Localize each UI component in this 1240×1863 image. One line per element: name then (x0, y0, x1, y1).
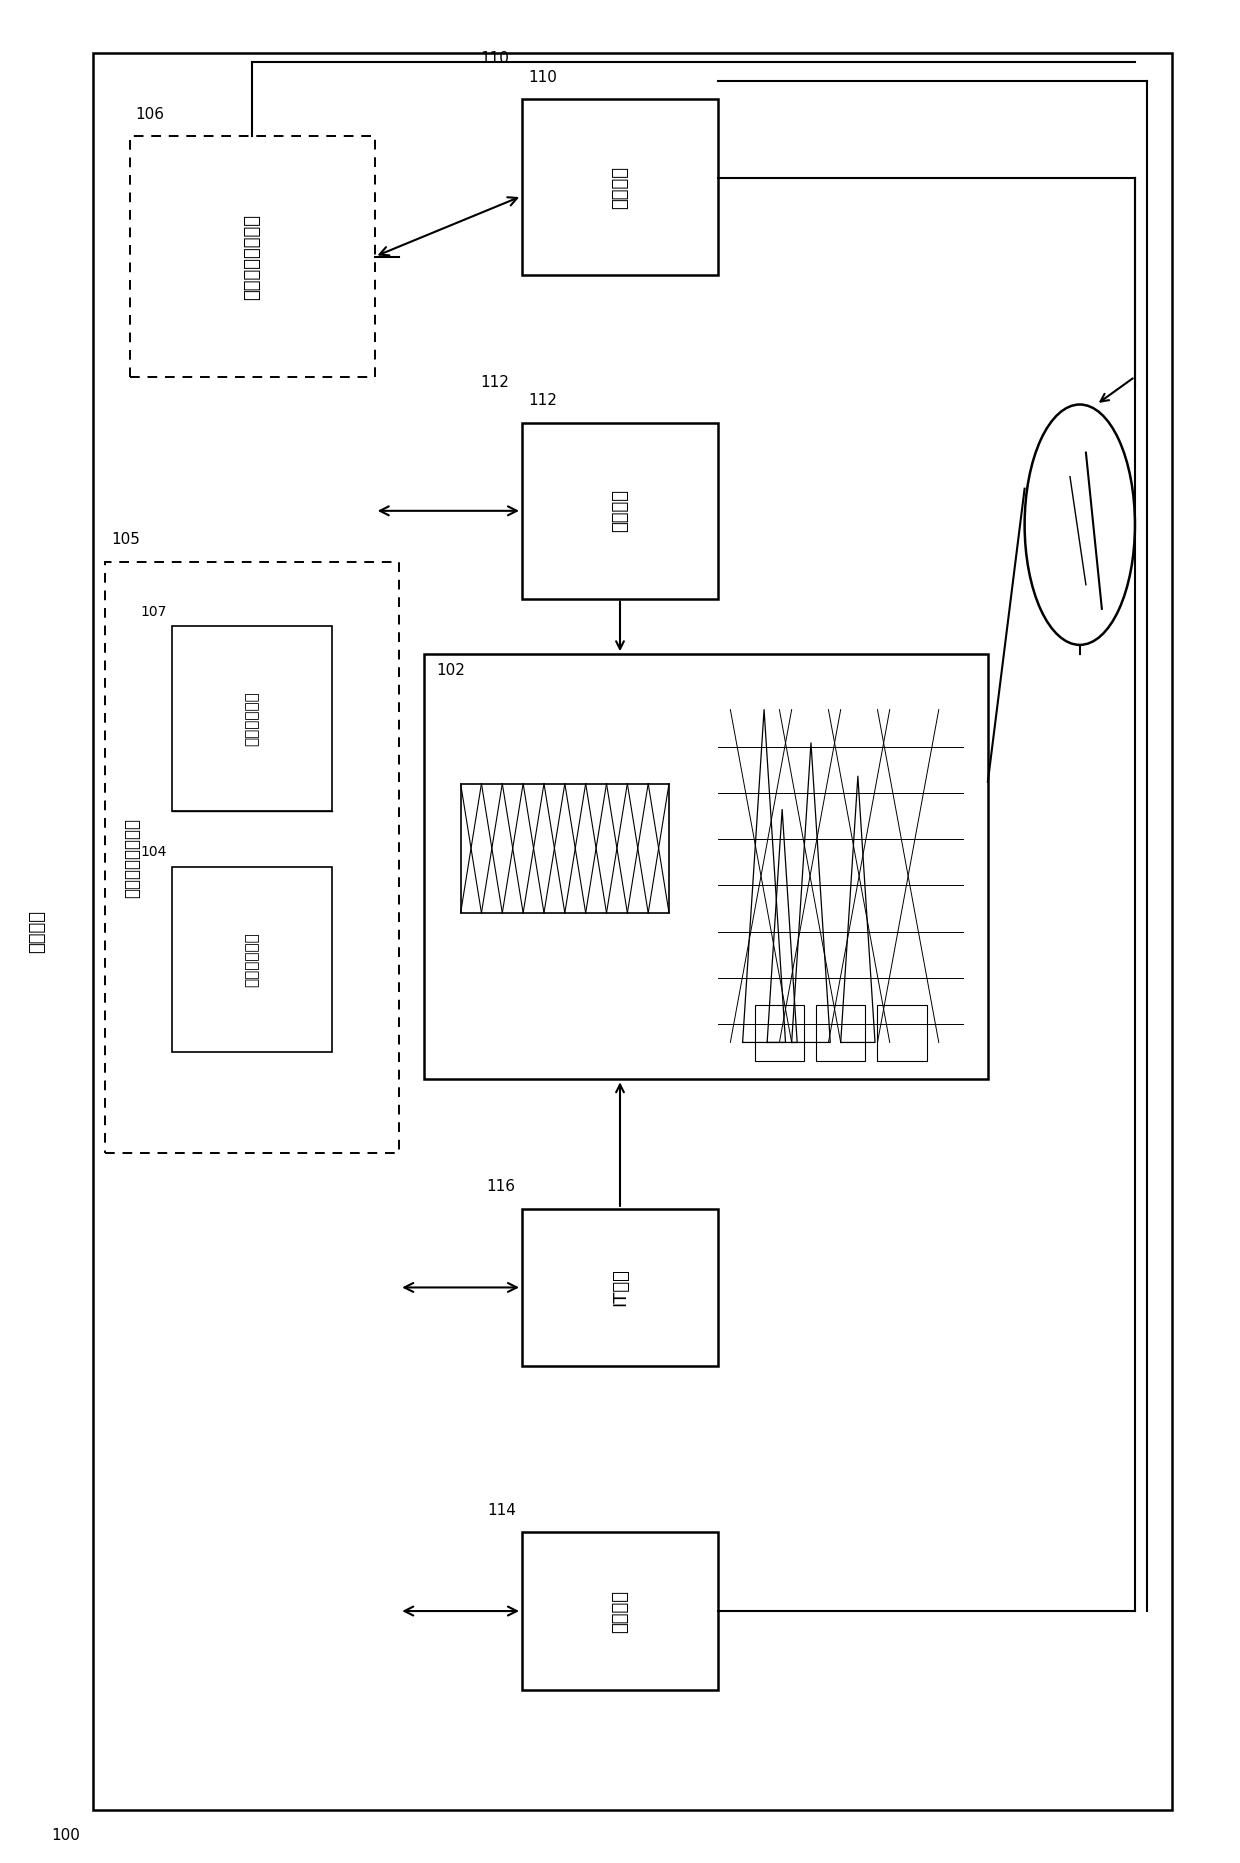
Text: 112: 112 (481, 374, 510, 389)
Text: 中央系统: 中央系统 (611, 1589, 629, 1632)
Bar (522, 99, 718, 276)
Text: 远程计算资源环境: 远程计算资源环境 (243, 214, 262, 300)
Text: 104: 104 (140, 846, 166, 859)
Text: 控制系统: 控制系统 (29, 909, 47, 954)
Bar (816, 1006, 866, 1060)
Text: 100: 100 (52, 1828, 81, 1843)
Text: 106: 106 (135, 106, 165, 121)
Bar (129, 136, 374, 376)
Text: 钻机计算资源环境: 钻机计算资源环境 (123, 818, 141, 898)
Text: 102: 102 (436, 663, 465, 678)
Text: 114: 114 (487, 1503, 516, 1518)
Bar (424, 654, 988, 1079)
Bar (522, 423, 718, 598)
Text: 监督控制系统: 监督控制系统 (244, 691, 259, 747)
Text: 112: 112 (528, 393, 557, 408)
Text: 井下系统: 井下系统 (611, 166, 629, 209)
Text: 105: 105 (112, 531, 140, 548)
Text: 协调控制装置: 协调控制装置 (244, 932, 259, 987)
Text: 110: 110 (528, 69, 557, 84)
Text: 107: 107 (140, 605, 166, 619)
Bar (105, 561, 399, 1153)
Bar (755, 1006, 804, 1060)
Text: 流体系统: 流体系统 (611, 490, 629, 533)
Bar (522, 1533, 718, 1690)
Bar (460, 784, 670, 913)
Bar (522, 1209, 718, 1366)
Text: 110: 110 (481, 50, 510, 65)
Text: IT系统: IT系统 (611, 1269, 629, 1306)
Bar (878, 1006, 926, 1060)
Bar (93, 54, 1172, 1809)
Bar (172, 626, 332, 810)
Text: 116: 116 (487, 1179, 516, 1194)
Bar (172, 866, 332, 1053)
